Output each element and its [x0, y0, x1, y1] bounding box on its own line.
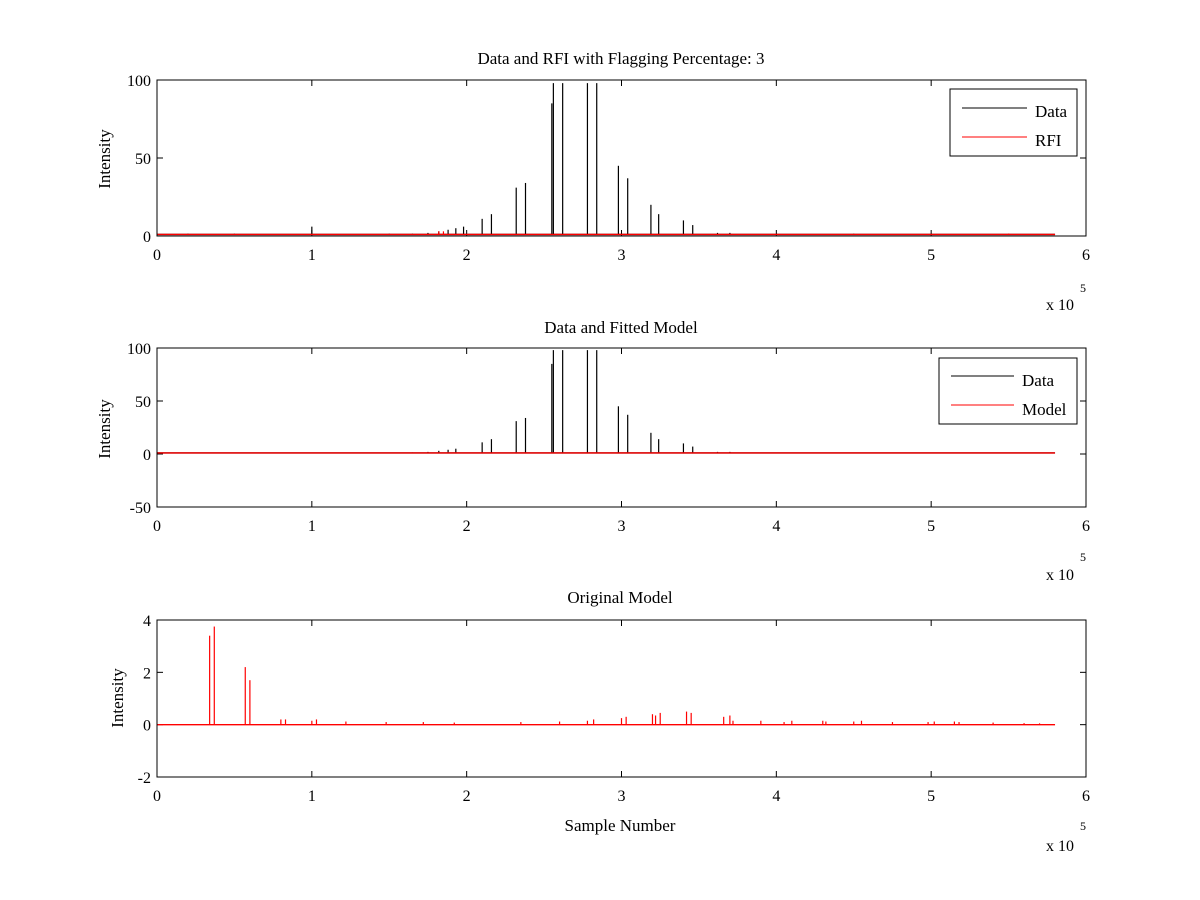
panel-3-ylabel: Intensity — [108, 668, 127, 728]
x-tick-label: 4 — [772, 788, 780, 805]
panel-1-axes-box — [156, 79, 1087, 237]
x-tick-label: 6 — [1082, 788, 1090, 805]
y-tick-label: 4 — [143, 613, 151, 630]
panel-1-ylabel: Intensity — [95, 129, 114, 189]
x-tick-label: 0 — [153, 518, 161, 535]
legend-rfi-label: RFI — [1035, 131, 1062, 150]
x-tick-label: 1 — [308, 788, 316, 805]
panel-2-legend: Data Model — [938, 357, 1078, 425]
panel-3-title: Original Model — [567, 588, 673, 607]
x-tick-label: 4 — [772, 247, 780, 264]
y-tick-label: 2 — [143, 665, 151, 682]
panel-2-x-multiplier: x 10 — [1046, 567, 1074, 584]
legend-data-label: Data — [1022, 371, 1055, 390]
panel-1-title: Data and RFI with Flagging Percentage: 3 — [477, 49, 764, 68]
panel-1-x-multiplier: x 10 — [1046, 297, 1074, 314]
panel-2-title: Data and Fitted Model — [544, 318, 698, 337]
legend-box — [949, 88, 1078, 157]
x-tick-label: 2 — [463, 788, 471, 805]
x-tick-label: 4 — [772, 518, 780, 535]
legend-model-label: Model — [1022, 400, 1067, 419]
panel-3-x-multiplier: x 10 — [1046, 838, 1074, 855]
panel-2-x-exponent: 5 — [1080, 550, 1086, 564]
y-tick-label: 100 — [127, 73, 151, 90]
x-tick-label: 0 — [153, 788, 161, 805]
x-tick-label: 1 — [308, 518, 316, 535]
y-tick-label: 50 — [135, 151, 151, 168]
x-tick-label: 0 — [153, 247, 161, 264]
y-tick-label: 100 — [127, 341, 151, 358]
x-tick-label: 5 — [927, 247, 935, 264]
legend-data-label: Data — [1035, 102, 1068, 121]
panel-3-axes-box — [156, 619, 1087, 778]
y-tick-label: -2 — [138, 770, 151, 787]
y-tick-label: -50 — [130, 500, 151, 517]
panel-2-ylabel: Intensity — [95, 399, 114, 459]
x-tick-label: 5 — [927, 518, 935, 535]
x-tick-label: 2 — [463, 247, 471, 264]
y-tick-label: 0 — [143, 229, 151, 246]
x-tick-label: 1 — [308, 247, 316, 264]
x-tick-label: 6 — [1082, 518, 1090, 535]
x-tick-label: 3 — [618, 247, 626, 264]
panel-1-legend: Data RFI — [949, 88, 1078, 157]
x-tick-label: 3 — [618, 788, 626, 805]
panel-3-x-exponent: 5 — [1080, 819, 1086, 833]
panel-1-x-exponent: 5 — [1080, 281, 1086, 295]
panel-1: Data and RFI with Flagging Percentage: 3… — [95, 49, 1090, 314]
x-tick-label: 3 — [618, 518, 626, 535]
y-tick-label: 50 — [135, 394, 151, 411]
panel-2-axes-box — [156, 347, 1087, 508]
x-tick-label: 5 — [927, 788, 935, 805]
panel-3: Original Model Intensity Sample Number 0… — [108, 588, 1090, 855]
x-tick-label: 6 — [1082, 247, 1090, 264]
x-tick-label: 2 — [463, 518, 471, 535]
panel-2: Data and Fitted Model Intensity 0 1 2 3 4 5 6 -… — [95, 318, 1090, 584]
y-tick-label: 0 — [143, 718, 151, 735]
legend-box — [938, 357, 1078, 425]
panel-3-xlabel: Sample Number — [565, 816, 676, 835]
y-tick-label: 0 — [143, 447, 151, 464]
